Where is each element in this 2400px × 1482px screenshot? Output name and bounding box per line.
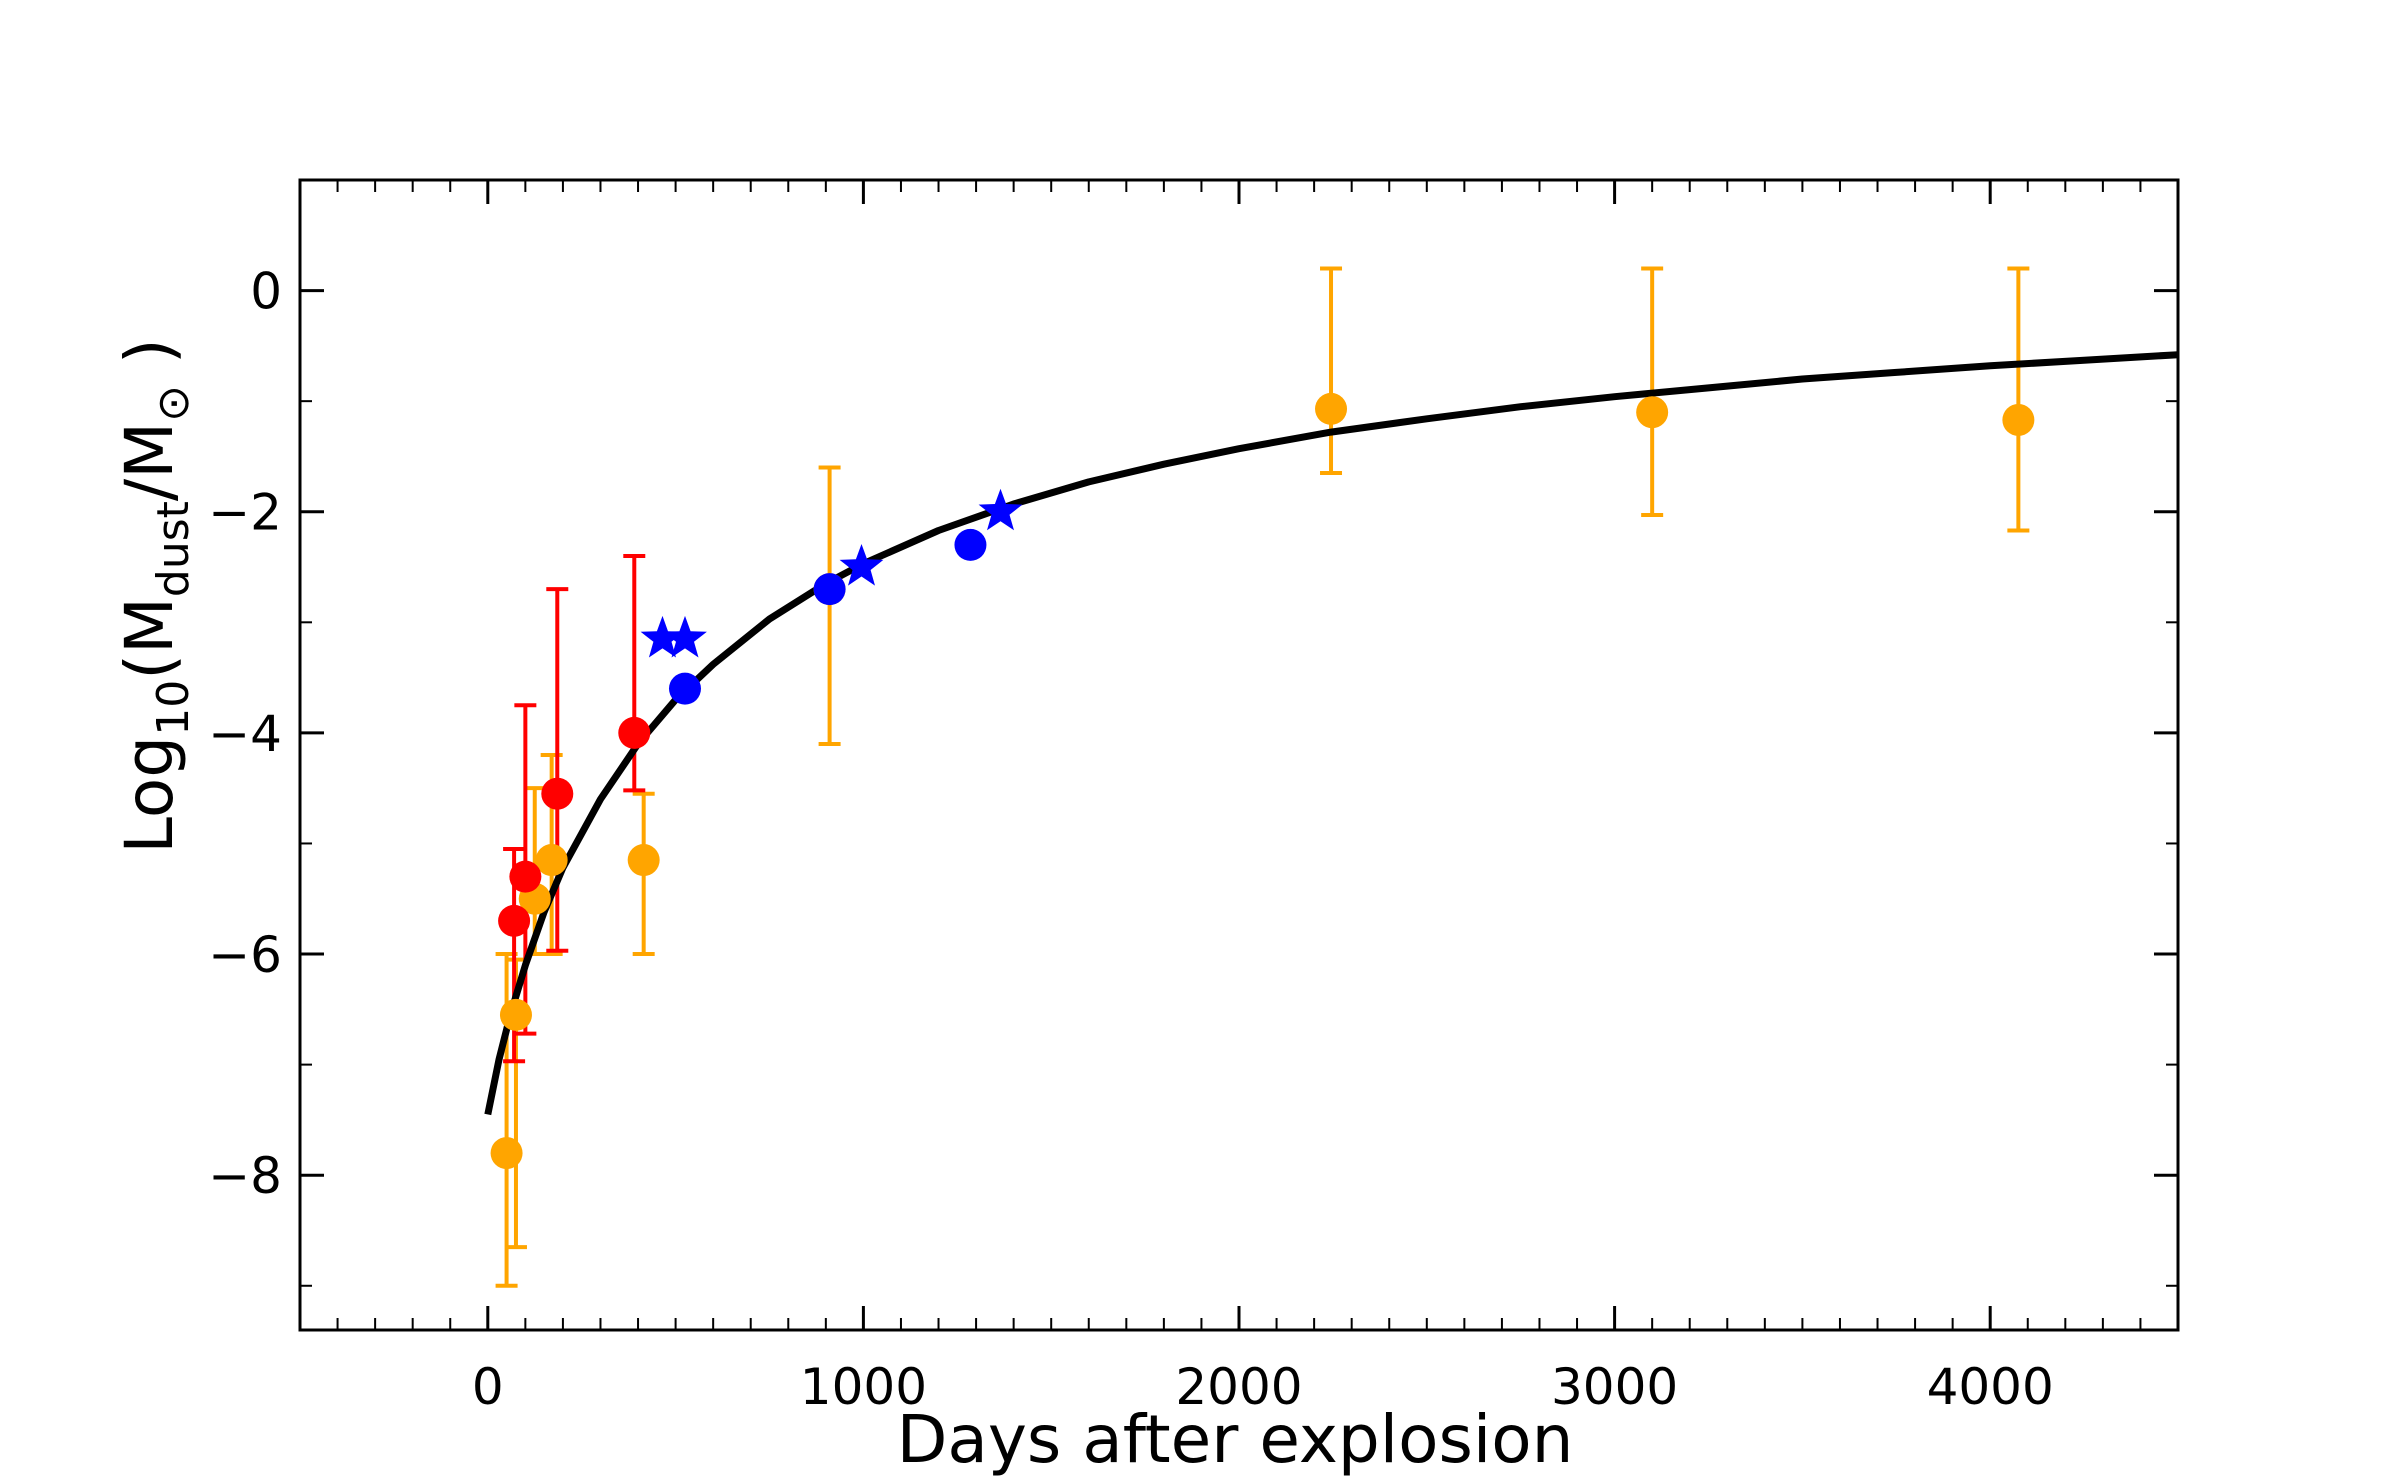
x-tick-label: 0 [472, 1358, 504, 1416]
y-tick-label: −8 [208, 1147, 282, 1205]
x-tick-label: 3000 [1551, 1358, 1678, 1416]
plot-area [484, 266, 2179, 1288]
y-tick-label: −4 [208, 705, 282, 763]
star-marker [640, 615, 685, 658]
circle-marker [1315, 392, 1348, 425]
circle-marker [499, 998, 532, 1031]
x-tick-label: 2000 [1175, 1358, 1302, 1416]
y-tick-label: −6 [208, 926, 282, 984]
circle-marker [813, 573, 846, 606]
circle-marker [954, 528, 987, 561]
error-bar [2007, 266, 2030, 533]
error-bar [1320, 266, 1343, 476]
error-bar [818, 465, 841, 746]
star-marker [839, 544, 884, 586]
x-axis-title: Days after explosion [897, 1401, 1574, 1478]
y-tick-label: 0 [250, 263, 282, 321]
circle-marker [490, 1137, 523, 1170]
circle-marker [627, 844, 660, 877]
star-marker [663, 615, 707, 658]
x-tick-label: 4000 [1927, 1358, 2054, 1416]
circle-marker [498, 904, 531, 937]
star-marker [978, 488, 1023, 531]
fit-curve [484, 351, 2179, 1116]
circle-marker [509, 860, 542, 893]
x-tick-label: 1000 [800, 1358, 927, 1416]
y-tick-label: −2 [208, 484, 282, 542]
circle-marker [541, 777, 574, 810]
circle-marker [618, 716, 651, 749]
circle-marker [535, 844, 568, 877]
axes: 0 1000 2000 3000 4000 0 −2 −4 −6 −8 [208, 178, 2180, 1416]
y-axis-title: Log10(Mdust/M⊙ ) [111, 338, 199, 853]
error-bar [546, 587, 569, 953]
circle-marker [1636, 396, 1669, 429]
circle-marker [668, 672, 701, 705]
plot-frame [298, 178, 2180, 1332]
circle-marker [2002, 403, 2035, 436]
